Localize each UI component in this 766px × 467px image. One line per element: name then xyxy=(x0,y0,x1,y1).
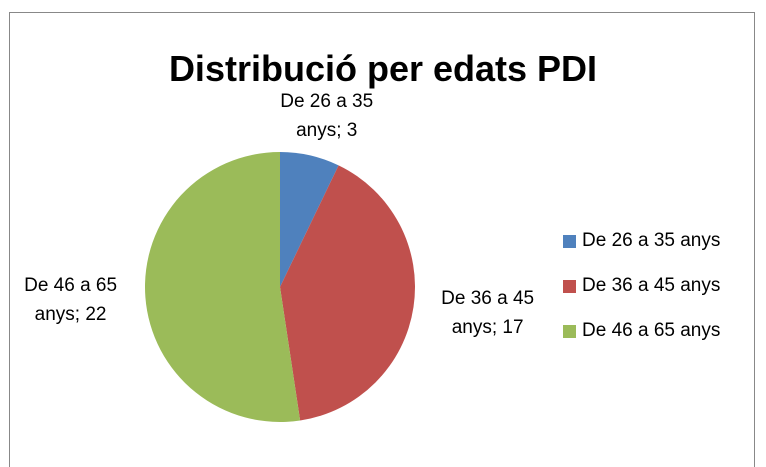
data-label: De 26 a 35 anys; 3 xyxy=(280,91,374,142)
pie-slice xyxy=(280,165,415,421)
pie-slice xyxy=(144,152,301,423)
legend-label: De 46 a 65 anys xyxy=(582,320,721,341)
legend-label: De 36 a 45 anys xyxy=(582,275,721,296)
legend-swatch xyxy=(563,324,576,338)
legend-swatch xyxy=(563,234,576,248)
pie-slice xyxy=(280,152,339,287)
chart-border xyxy=(9,12,755,467)
chart-title: Distribució per edats PDI xyxy=(168,48,598,89)
legend-swatch xyxy=(563,279,576,293)
legend-item: De 46 a 65 anys xyxy=(563,320,720,342)
legend-item: De 36 a 45 anys xyxy=(563,275,720,297)
legend-label: De 26 a 35 anys xyxy=(582,230,721,251)
data-label: De 46 a 65 anys; 22 xyxy=(24,275,118,326)
legend-item: De 26 a 35 anys xyxy=(563,230,720,252)
data-label: De 36 a 45 anys; 17 xyxy=(441,288,535,339)
